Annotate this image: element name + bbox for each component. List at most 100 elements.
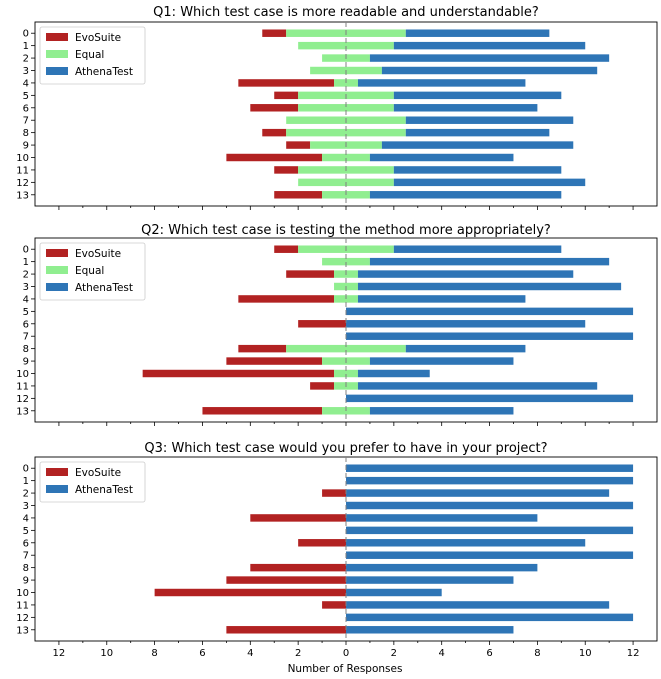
y-tick-label: 6 bbox=[23, 103, 29, 114]
y-tick-label: 6 bbox=[23, 319, 29, 330]
legend-label-equal: Equal bbox=[75, 49, 104, 61]
chart-title-3: Q3: Which test case would you prefer to … bbox=[144, 441, 547, 456]
bar-evosuite-10 bbox=[154, 588, 346, 597]
bar-athenatest-1 bbox=[346, 476, 634, 485]
bar-athenatest-12 bbox=[346, 394, 634, 403]
bar-athenatest-2 bbox=[346, 489, 610, 497]
bar-evosuite-13 bbox=[226, 626, 346, 634]
x-tick-label: 2 bbox=[295, 648, 301, 659]
y-tick-label: 1 bbox=[23, 476, 29, 487]
legend-label-evosuite: EvoSuite bbox=[75, 467, 121, 479]
x-tick-label: 12 bbox=[627, 648, 640, 659]
legend-label-athenatest: AthenaTest bbox=[75, 66, 133, 78]
x-tick-label: 6 bbox=[199, 648, 205, 659]
x-tick-label: 4 bbox=[439, 648, 445, 659]
y-tick-label: 0 bbox=[23, 29, 29, 40]
bar-equal-1 bbox=[298, 41, 394, 50]
x-tick-label: 4 bbox=[247, 648, 253, 659]
x-tick-label: 8 bbox=[151, 648, 157, 659]
bar-evosuite-13 bbox=[274, 191, 323, 199]
legend-swatch-evosuite bbox=[46, 249, 68, 257]
bar-athenatest-10 bbox=[346, 588, 442, 597]
legend: EvoSuite Equal AthenaTest bbox=[39, 242, 146, 301]
panels: Q1: Which test case is more readable and… bbox=[16, 5, 658, 659]
bar-athenatest-0 bbox=[393, 245, 562, 253]
bar-evosuite-6 bbox=[298, 539, 346, 547]
legend-label-evosuite: EvoSuite bbox=[75, 248, 121, 260]
legend-swatch-equal bbox=[46, 266, 68, 274]
legend-label-athenatest: AthenaTest bbox=[75, 484, 133, 496]
y-tick-label: 5 bbox=[23, 526, 29, 537]
bar-athenatest-8 bbox=[405, 128, 550, 137]
bar-evosuite-9 bbox=[286, 141, 311, 149]
bar-evosuite-13 bbox=[202, 407, 323, 415]
bar-athenatest-10 bbox=[357, 369, 430, 378]
y-tick-label: 7 bbox=[23, 551, 29, 562]
bar-evosuite-11 bbox=[274, 166, 299, 174]
x-tick-label: 0 bbox=[343, 648, 349, 659]
bar-equal-1 bbox=[322, 257, 370, 266]
bar-athenatest-6 bbox=[346, 539, 586, 547]
bar-evosuite-2 bbox=[322, 489, 346, 497]
bar-athenatest-4 bbox=[357, 295, 526, 303]
bar-athenatest-1 bbox=[393, 41, 586, 50]
bar-athenatest-0 bbox=[346, 464, 634, 472]
bar-athenatest-9 bbox=[369, 357, 514, 365]
bar-athenatest-11 bbox=[393, 166, 562, 174]
y-tick-label: 3 bbox=[23, 501, 29, 512]
y-tick-label: 0 bbox=[23, 464, 29, 475]
y-tick-label: 11 bbox=[16, 600, 29, 611]
bar-evosuite-4 bbox=[238, 295, 335, 303]
y-tick-label: 9 bbox=[23, 141, 29, 152]
y-tick-label: 8 bbox=[23, 563, 29, 574]
x-tick-label: 10 bbox=[100, 648, 113, 659]
bar-evosuite-4 bbox=[250, 514, 346, 522]
bar-athenatest-8 bbox=[346, 563, 538, 572]
y-tick-label: 5 bbox=[23, 91, 29, 102]
y-tick-label: 13 bbox=[16, 625, 29, 636]
bar-athenatest-7 bbox=[405, 116, 574, 124]
y-tick-label: 10 bbox=[16, 588, 29, 599]
y-tick-label: 9 bbox=[23, 576, 29, 587]
y-tick-label: 4 bbox=[23, 513, 29, 524]
y-tick-label: 6 bbox=[23, 538, 29, 549]
bar-evosuite-11 bbox=[310, 382, 335, 390]
legend-label-equal: Equal bbox=[75, 265, 104, 277]
chart-panel-1: Q1: Which test case is more readable and… bbox=[16, 5, 658, 210]
bar-equal-8 bbox=[286, 344, 406, 353]
bar-evosuite-9 bbox=[226, 576, 346, 584]
x-tick-label: 10 bbox=[579, 648, 592, 659]
x-axis-label: Number of Responses bbox=[288, 663, 403, 675]
legend-label-evosuite: EvoSuite bbox=[75, 32, 121, 44]
x-tick-label: 6 bbox=[486, 648, 492, 659]
bar-athenatest-13 bbox=[346, 626, 514, 634]
bar-equal-8 bbox=[286, 128, 406, 137]
bar-evosuite-9 bbox=[226, 357, 323, 365]
chart-panel-2: Q2: Which test case is testing the metho… bbox=[16, 223, 658, 426]
bar-athenatest-13 bbox=[369, 191, 562, 199]
bar-evosuite-0 bbox=[274, 245, 299, 253]
y-tick-label: 1 bbox=[23, 41, 29, 52]
y-tick-label: 12 bbox=[16, 613, 29, 624]
y-tick-label: 8 bbox=[23, 128, 29, 139]
bar-athenatest-9 bbox=[381, 141, 574, 149]
bar-athenatest-7 bbox=[346, 551, 634, 559]
bar-equal-10 bbox=[334, 369, 358, 378]
bar-athenatest-11 bbox=[357, 382, 598, 390]
y-tick-label: 7 bbox=[23, 332, 29, 343]
y-tick-label: 0 bbox=[23, 245, 29, 256]
x-tick-label: 8 bbox=[534, 648, 540, 659]
y-tick-label: 5 bbox=[23, 307, 29, 318]
bar-athenatest-6 bbox=[393, 104, 538, 112]
legend-swatch-evosuite bbox=[46, 33, 68, 41]
bar-evosuite-8 bbox=[250, 563, 346, 572]
bar-athenatest-12 bbox=[393, 178, 586, 187]
bar-athenatest-10 bbox=[369, 153, 514, 162]
y-tick-label: 2 bbox=[23, 270, 29, 281]
y-tick-label: 13 bbox=[16, 190, 29, 201]
chart-title-1: Q1: Which test case is more readable and… bbox=[153, 5, 539, 20]
y-tick-label: 4 bbox=[23, 294, 29, 305]
y-tick-label: 1 bbox=[23, 257, 29, 268]
bar-athenatest-4 bbox=[346, 514, 538, 522]
y-tick-label: 10 bbox=[16, 153, 29, 164]
